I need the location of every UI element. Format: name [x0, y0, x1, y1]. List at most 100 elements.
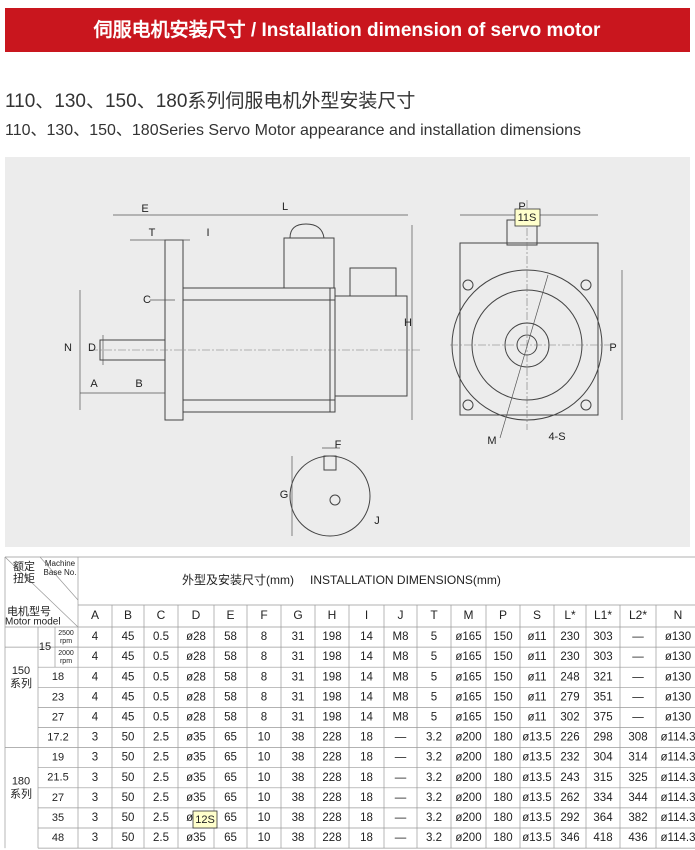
column-header: E: [226, 608, 234, 622]
cell: 232: [560, 752, 579, 764]
cell: ø11: [528, 691, 547, 703]
cell: 14: [360, 711, 373, 723]
dim-label: 4-S: [548, 431, 565, 443]
cell: 18: [360, 812, 373, 824]
cell: 279: [560, 691, 579, 703]
cell: 38: [292, 772, 305, 784]
dim-label: J: [374, 515, 380, 527]
cell: 180: [493, 812, 512, 824]
cell: —: [632, 631, 644, 643]
cell: 315: [593, 772, 612, 784]
table-caption: 外型及安装尺寸(mm): [182, 572, 294, 587]
column-header: T: [430, 608, 438, 622]
cell: 58: [224, 631, 237, 643]
cell: ø35: [186, 732, 206, 744]
cell: 334: [593, 792, 613, 804]
header-banner: [5, 8, 690, 52]
cell: 198: [322, 631, 341, 643]
cell: 50: [122, 812, 135, 824]
column-header: L1*: [594, 608, 612, 622]
cell: 150: [493, 631, 512, 643]
cell: 10: [258, 732, 271, 744]
cell: 325: [628, 772, 647, 784]
cell: 4: [92, 651, 99, 663]
cell: 198: [322, 651, 341, 663]
cell: 303: [593, 631, 612, 643]
cell: ø165: [455, 671, 481, 683]
cell: ø13.5: [522, 832, 551, 844]
cell: 375: [593, 711, 612, 723]
cell: 3.2: [426, 812, 442, 824]
subtitle-en: 110、130、150、180Series Servo Motor appear…: [5, 122, 581, 139]
corner-diagonal: [39, 556, 79, 601]
column-header: A: [91, 608, 99, 622]
cell: ø200: [455, 772, 481, 784]
corner-label: Machine: [45, 559, 76, 568]
cell: ø165: [455, 651, 481, 663]
cell: ø11: [528, 671, 547, 683]
cell: 3.2: [426, 732, 442, 744]
dim-label: M: [487, 435, 496, 447]
cell: —: [395, 752, 407, 764]
cell: 346: [560, 832, 579, 844]
cell: ø200: [455, 812, 481, 824]
annotation-box: [514, 208, 541, 227]
cell: 436: [628, 832, 647, 844]
cell: 4: [92, 691, 99, 703]
cell: 5: [431, 631, 437, 643]
subtitle-cn: 110、130、150、180系列伺服电机外型安装尺寸: [5, 90, 415, 112]
cell: 65: [224, 812, 237, 824]
cell: 3.2: [426, 792, 442, 804]
cell: 2.5: [153, 812, 169, 824]
cell: 45: [122, 651, 135, 663]
torque: 17.2: [47, 731, 68, 743]
cell: 150: [493, 651, 512, 663]
header-title: 伺服电机安装尺寸 / Installation dimension of ser…: [93, 18, 601, 41]
cell: 314: [628, 752, 648, 764]
speed: rpm: [60, 658, 72, 665]
cell: 8: [261, 671, 267, 683]
dim-label: T: [149, 227, 156, 239]
cell: 45: [122, 691, 135, 703]
dim-label: H: [404, 317, 412, 329]
corner-label: 额定: [13, 559, 35, 573]
cell: 14: [360, 651, 373, 663]
corner-label: Base No.: [44, 568, 77, 577]
cell: 45: [122, 631, 135, 643]
cell: 38: [292, 752, 305, 764]
dim-label: E: [141, 203, 148, 215]
cell: 18: [360, 792, 373, 804]
dim-label: L: [282, 201, 288, 213]
cell: 38: [292, 732, 305, 744]
cell: ø114.3: [661, 812, 695, 824]
column-header: H: [328, 608, 337, 622]
cell: 65: [224, 732, 237, 744]
cell: 18: [360, 732, 373, 744]
annotation: 11S: [518, 212, 537, 224]
cell: 2.5: [153, 752, 169, 764]
cell: 418: [593, 832, 612, 844]
cell: ø13.5: [522, 732, 551, 744]
torque: 18: [52, 671, 64, 683]
cell: ø28: [186, 631, 206, 643]
cell: 50: [122, 832, 135, 844]
speed: rpm: [60, 638, 72, 645]
cell: 3: [92, 772, 98, 784]
cell: 230: [560, 631, 579, 643]
cell: ø13.5: [522, 752, 551, 764]
cell: —: [395, 732, 407, 744]
cell: 50: [122, 752, 135, 764]
cell: 198: [322, 671, 341, 683]
cell: 10: [258, 832, 271, 844]
torque: 19: [52, 752, 64, 764]
cell: M8: [393, 671, 409, 683]
cell: 58: [224, 671, 237, 683]
cell: 4: [92, 631, 99, 643]
torque: 23: [52, 691, 64, 703]
cell: 302: [560, 711, 579, 723]
column-header: M: [464, 608, 474, 622]
cell: ø28: [186, 711, 206, 723]
column-header: J: [398, 608, 404, 622]
dim-label: F: [335, 439, 342, 451]
